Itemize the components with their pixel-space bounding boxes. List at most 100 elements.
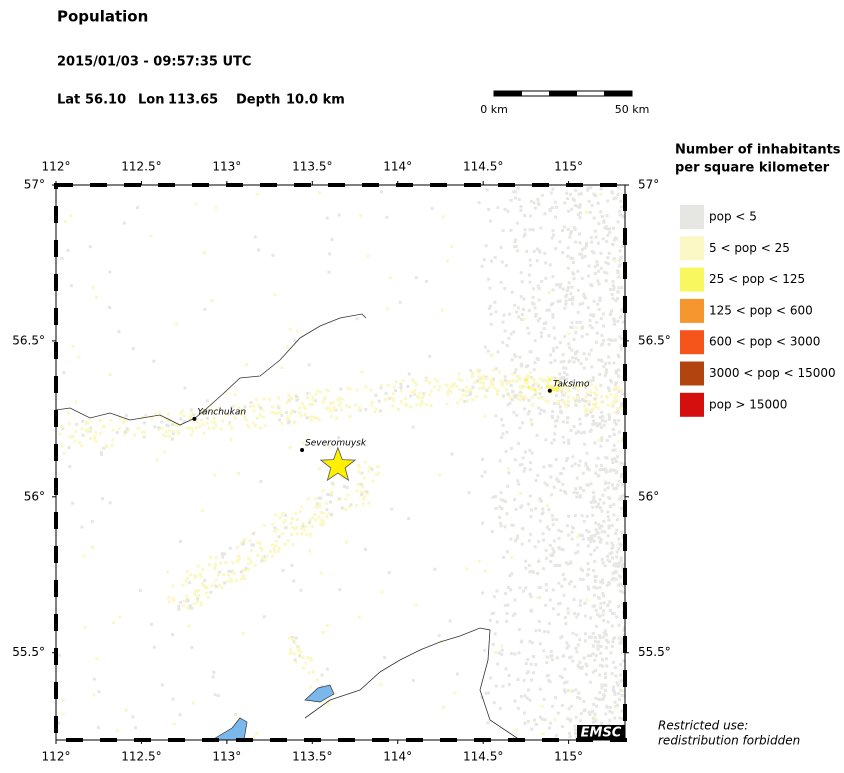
pop-dot — [149, 234, 153, 238]
pop-dot — [185, 426, 189, 430]
pop-dot — [92, 677, 96, 681]
pop-dot — [166, 424, 170, 428]
pop-dot — [592, 585, 596, 589]
pop-dot — [560, 703, 564, 707]
pop-dot — [328, 401, 332, 405]
pop-dot — [91, 285, 95, 289]
pop-dot — [158, 410, 162, 414]
pop-dot — [589, 348, 593, 352]
pop-dot — [199, 601, 203, 605]
pop-dot — [561, 287, 565, 291]
pop-dot — [603, 373, 607, 377]
pop-dot — [492, 377, 496, 381]
pop-dot — [429, 404, 433, 408]
pop-dot — [617, 389, 621, 393]
pop-dot — [567, 399, 571, 403]
pop-dot — [196, 597, 200, 601]
pop-dot — [570, 285, 574, 289]
pop-dot — [224, 390, 228, 394]
pop-dot — [425, 377, 429, 381]
pop-dot — [523, 378, 527, 382]
pop-dot — [223, 581, 227, 585]
pop-dot — [484, 691, 488, 695]
pop-dot — [613, 259, 617, 263]
pop-dot — [244, 363, 248, 367]
pop-dot — [605, 227, 609, 231]
pop-dot — [278, 411, 282, 415]
pop-dot — [568, 235, 572, 239]
pop-dot — [616, 411, 620, 415]
pop-dot — [586, 585, 590, 589]
pop-dot — [598, 416, 602, 420]
pop-dot — [587, 710, 591, 714]
pop-dot — [610, 551, 614, 555]
pop-dot — [228, 421, 232, 425]
pop-dot — [227, 573, 231, 577]
pop-dot — [191, 429, 195, 433]
pop-dot — [95, 295, 99, 299]
pop-dot — [532, 287, 536, 291]
pop-dot — [161, 433, 165, 437]
pop-dot — [511, 379, 515, 383]
pop-dot — [279, 410, 283, 414]
pop-dot — [433, 567, 437, 571]
pop-dot — [582, 292, 586, 296]
pop-dot — [511, 393, 515, 397]
pop-dot — [505, 484, 509, 488]
pop-dot — [550, 236, 554, 240]
pop-dot — [92, 435, 96, 439]
pop-dot — [506, 585, 510, 589]
pop-dot — [356, 470, 360, 474]
pop-dot — [327, 445, 331, 449]
pop-dot — [558, 674, 562, 678]
pop-dot — [620, 483, 624, 487]
pop-dot — [530, 395, 534, 399]
pop-dot — [188, 581, 192, 585]
pop-dot — [219, 427, 223, 431]
pop-dot — [202, 584, 206, 588]
pop-dot — [616, 319, 620, 323]
pop-dot — [569, 232, 573, 236]
pop-dot — [518, 426, 522, 430]
pop-dot — [172, 722, 176, 726]
pop-dot — [597, 640, 601, 644]
pop-dot — [544, 583, 548, 587]
pop-dot — [612, 238, 616, 242]
pop-dot — [602, 519, 606, 523]
pop-dot — [566, 689, 570, 693]
pop-dot — [213, 583, 217, 587]
pop-dot — [185, 598, 189, 602]
pop-dot — [239, 570, 243, 574]
pop-dot — [616, 290, 620, 294]
pop-dot — [299, 414, 303, 418]
pop-dot — [493, 256, 497, 260]
pop-dot — [586, 188, 590, 192]
pop-dot — [587, 199, 591, 203]
pop-dot — [578, 422, 582, 426]
credit: EMSC — [581, 726, 622, 741]
pop-dot — [561, 376, 565, 380]
pop-dot — [518, 463, 522, 467]
pop-dot — [563, 667, 567, 671]
pop-dot — [476, 368, 480, 372]
pop-dot — [547, 290, 551, 294]
pop-dot — [379, 386, 383, 390]
pop-dot — [619, 347, 623, 351]
pop-dot — [246, 556, 250, 560]
pop-dot — [258, 413, 262, 417]
pop-dot — [575, 476, 579, 480]
pop-dot — [535, 357, 539, 361]
pop-dot — [578, 599, 582, 603]
pop-dot — [464, 394, 468, 398]
pop-dot — [595, 424, 599, 428]
pop-dot — [461, 388, 465, 392]
pop-dot — [231, 561, 235, 565]
pop-dot — [324, 407, 328, 411]
pop-dot — [546, 674, 550, 678]
pop-dot — [547, 508, 551, 512]
pop-dot — [583, 601, 587, 605]
pop-dot — [446, 259, 450, 263]
pop-dot — [311, 516, 315, 520]
pop-dot — [622, 694, 626, 698]
pop-dot — [605, 214, 609, 218]
